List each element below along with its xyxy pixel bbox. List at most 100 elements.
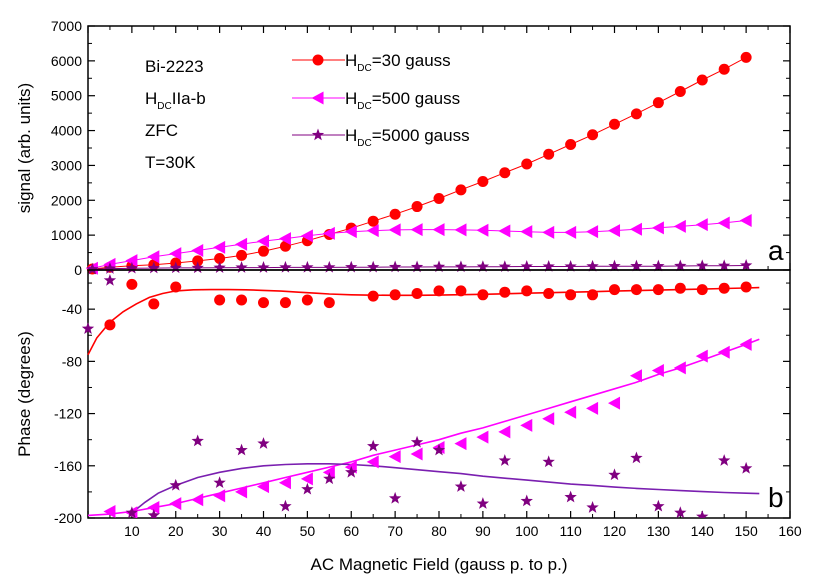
data-point — [191, 434, 204, 447]
data-point — [388, 260, 402, 273]
data-point — [651, 221, 664, 235]
y-tick-label: -120 — [54, 406, 82, 422]
data-point — [498, 224, 511, 238]
data-point — [476, 260, 490, 272]
data-point — [609, 118, 620, 130]
data-point — [520, 260, 533, 272]
legend-value: =5000 gauss — [372, 126, 470, 145]
data-point — [432, 260, 446, 273]
data-point — [301, 482, 314, 495]
data-point — [213, 476, 226, 489]
data-point — [520, 494, 533, 507]
data-point — [587, 289, 599, 301]
data-point — [279, 260, 292, 273]
data-point — [630, 259, 643, 272]
data-point — [323, 260, 336, 273]
data-point — [696, 284, 708, 296]
fit-curve — [131, 462, 760, 514]
data-point — [629, 222, 642, 236]
data-point — [630, 284, 642, 296]
data-point — [301, 260, 314, 273]
data-point — [740, 281, 752, 293]
data-point — [147, 250, 160, 264]
data-point — [455, 184, 467, 196]
y-tick-label: 0 — [74, 262, 82, 278]
legend-sub: DC — [357, 63, 371, 74]
data-point — [125, 254, 138, 268]
data-point — [258, 297, 269, 309]
data-point — [388, 450, 401, 464]
data-point — [410, 223, 423, 237]
y-tick-label: -200 — [54, 510, 82, 526]
data-point — [300, 229, 313, 243]
data-point — [609, 284, 620, 296]
data-point — [454, 223, 467, 237]
data-point — [126, 278, 138, 290]
data-point — [696, 74, 708, 86]
legend-entry: HDC=5000 gauss — [345, 126, 470, 149]
data-point — [498, 454, 511, 466]
data-point — [169, 261, 182, 274]
data-point — [520, 418, 533, 432]
data-point — [542, 225, 555, 239]
data-point — [476, 223, 489, 237]
data-point — [739, 337, 752, 351]
data-point — [410, 260, 424, 273]
data-point — [81, 322, 95, 334]
data-point — [652, 97, 664, 109]
data-point — [86, 262, 99, 275]
legend-entry: HDC=30 gauss — [345, 51, 451, 74]
data-point — [564, 405, 577, 419]
data-point — [323, 297, 335, 309]
data-point — [652, 499, 665, 512]
y-tick-label: 6000 — [51, 53, 82, 69]
y-tick-label: 4000 — [51, 123, 82, 139]
data-point — [673, 361, 686, 375]
data-point — [169, 497, 182, 511]
annotation-orientation-h: H — [145, 89, 157, 108]
data-point — [543, 148, 555, 160]
legend-h: H — [345, 89, 357, 108]
data-point — [564, 260, 577, 272]
data-point — [454, 480, 468, 492]
data-point — [674, 282, 686, 294]
y-tick-label: -160 — [54, 458, 82, 474]
data-point — [542, 260, 555, 272]
annotation-zfc: ZFC — [145, 121, 178, 140]
data-point — [652, 284, 664, 296]
data-point — [236, 249, 248, 261]
data-point — [542, 412, 555, 426]
x-tick-label: 20 — [168, 523, 184, 539]
data-point — [388, 223, 401, 237]
data-point — [739, 258, 753, 271]
legend-sub: DC — [357, 138, 371, 149]
legend-marker — [312, 54, 324, 66]
data-point — [322, 226, 335, 240]
data-point — [278, 232, 291, 246]
data-point — [410, 435, 424, 448]
data-point — [499, 286, 511, 298]
data-point — [476, 430, 489, 444]
data-point — [674, 259, 687, 272]
data-point — [630, 108, 642, 120]
data-point — [367, 439, 380, 452]
fit-curve — [87, 286, 760, 356]
data-point — [103, 262, 117, 274]
panel-label-a: a — [768, 235, 784, 266]
data-point — [499, 167, 511, 179]
data-point — [235, 443, 248, 456]
data-point — [366, 455, 379, 469]
data-point — [477, 289, 489, 301]
x-tick-label: 50 — [300, 523, 316, 539]
legend-marker — [311, 91, 324, 105]
data-point — [565, 139, 577, 151]
data-point — [366, 224, 379, 238]
x-tick-label: 60 — [343, 523, 359, 539]
legend-h: H — [345, 51, 357, 70]
data-point — [236, 294, 248, 306]
data-point — [587, 129, 599, 141]
x-tick-label: 160 — [778, 523, 802, 539]
data-point — [345, 465, 358, 478]
data-point — [718, 282, 730, 294]
data-point — [367, 215, 379, 227]
